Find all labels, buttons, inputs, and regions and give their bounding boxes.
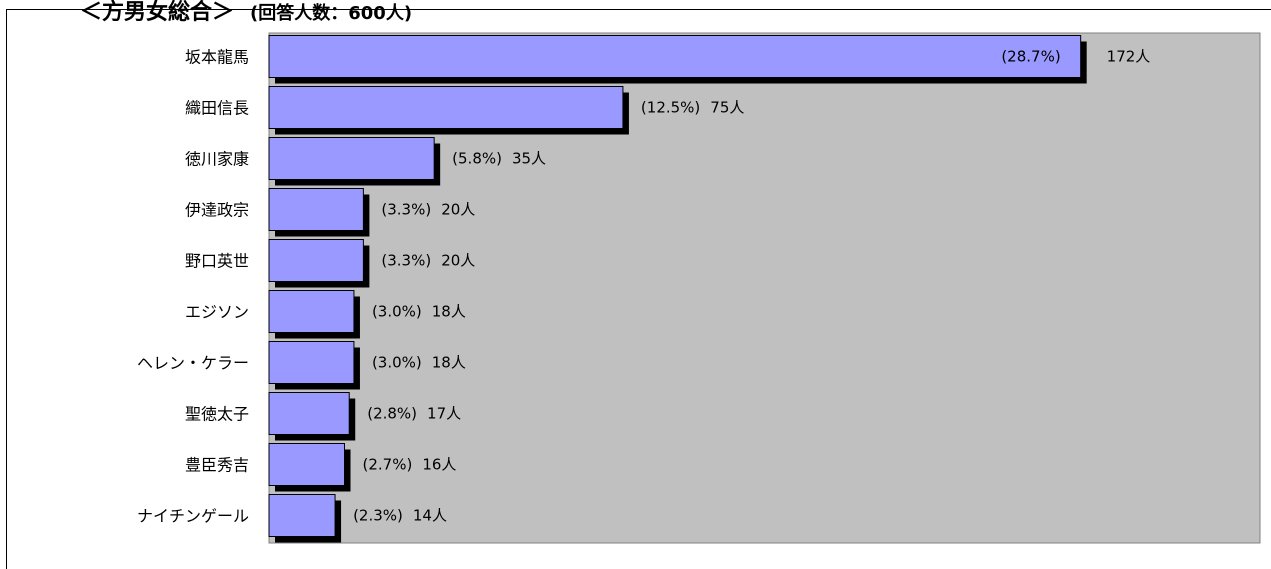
bar (268, 137, 435, 180)
category-label: エジソン (185, 303, 249, 322)
percent-label: (3.3%) (381, 201, 431, 219)
value-label: 20人 (441, 201, 475, 219)
percent-label: (2.8%) (367, 405, 417, 423)
percent-label: (5.8%) (452, 150, 502, 168)
percent-label: (12.5%) (641, 99, 700, 117)
bar (268, 341, 355, 384)
chart-frame (6, 9, 1271, 569)
value-label: 14人 (413, 507, 447, 525)
percent-label: (3.0%) (372, 354, 422, 372)
category-label: 野口英世 (185, 252, 249, 271)
value-label: 16人 (422, 456, 456, 474)
value-label: 75人 (710, 99, 744, 117)
category-label: 聖徳太子 (185, 405, 249, 424)
bar (268, 239, 364, 282)
bar (268, 290, 355, 333)
category-label: ヘレン・ケラー (137, 354, 249, 373)
category-label: 徳川家康 (185, 150, 249, 169)
value-label: 35人 (512, 150, 546, 168)
bar (268, 35, 1082, 78)
value-label: 20人 (441, 252, 475, 270)
chart-header-subtitle: (回答人数：600人) (250, 3, 413, 24)
category-label: 伊達政宗 (185, 201, 249, 220)
value-label: 172人 (1107, 48, 1151, 66)
value-label: 18人 (432, 303, 466, 321)
chart-header-title: ＜方男女総合＞ (80, 0, 235, 25)
category-label: 坂本龍馬 (185, 48, 249, 67)
percent-label: (2.3%) (353, 507, 403, 525)
chart-header: ＜方男女総合＞ (回答人数：600人) (80, 0, 412, 26)
percent-label: (2.7%) (363, 456, 413, 474)
value-label: 18人 (432, 354, 466, 372)
category-label: ナイチンゲール (137, 507, 249, 526)
bar (268, 188, 364, 231)
bar (268, 494, 336, 537)
percent-label: (28.7%) (1001, 48, 1060, 66)
category-label: 豊臣秀吉 (185, 456, 249, 475)
bar (268, 443, 346, 486)
percent-label: (3.0%) (372, 303, 422, 321)
percent-label: (3.3%) (381, 252, 431, 270)
bar (268, 392, 350, 435)
value-label: 17人 (427, 405, 461, 423)
category-label: 織田信長 (185, 99, 249, 118)
bar (268, 86, 624, 129)
